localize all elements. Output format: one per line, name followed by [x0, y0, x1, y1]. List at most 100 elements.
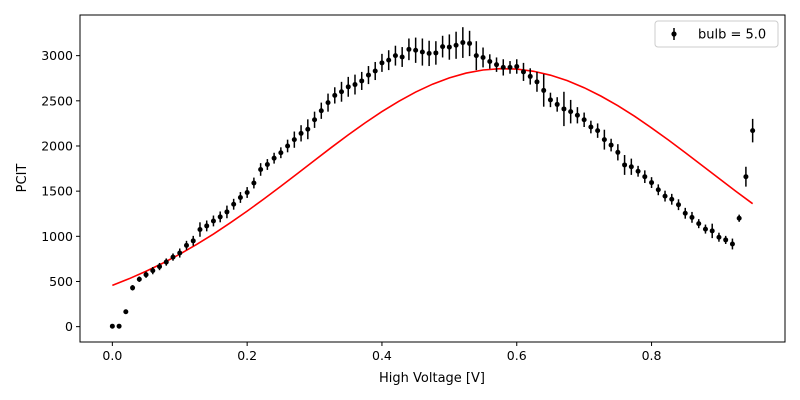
data-point — [588, 124, 594, 130]
data-point — [514, 63, 520, 69]
data-point — [285, 143, 291, 149]
data-point — [136, 276, 142, 282]
data-point — [352, 82, 358, 88]
y-tick-label: 0 — [65, 319, 73, 334]
data-point — [467, 40, 473, 46]
data-point — [318, 108, 324, 114]
data-point — [736, 215, 742, 221]
data-point — [561, 106, 567, 112]
data-point — [507, 64, 513, 70]
data-point — [494, 62, 500, 68]
data-point — [237, 194, 243, 200]
data-point — [392, 53, 398, 59]
x-axis-label: High Voltage [V] — [379, 371, 485, 386]
data-point — [413, 47, 419, 53]
data-point — [244, 190, 250, 196]
data-point — [231, 201, 237, 207]
data-point — [116, 323, 122, 329]
data-point — [325, 100, 331, 106]
data-point — [386, 57, 392, 63]
data-point — [399, 54, 405, 60]
data-point — [359, 78, 365, 84]
data-point — [608, 142, 614, 148]
data-point — [197, 227, 203, 233]
data-point — [204, 223, 210, 229]
data-point — [291, 137, 297, 143]
data-point — [520, 69, 526, 75]
data-point — [595, 128, 601, 134]
data-point — [568, 109, 574, 115]
data-point — [729, 241, 735, 247]
y-tick-label: 3000 — [41, 48, 73, 63]
data-point — [709, 228, 715, 234]
y-tick-label: 2000 — [41, 138, 73, 153]
data-point — [177, 250, 183, 256]
data-point — [312, 117, 318, 123]
x-tick-label: 0.8 — [642, 348, 662, 363]
y-tick-label: 1000 — [41, 229, 73, 244]
data-point — [743, 174, 749, 180]
data-point — [453, 42, 459, 48]
data-point — [446, 44, 452, 50]
data-point — [750, 128, 756, 134]
y-tick-label: 500 — [49, 274, 73, 289]
data-point — [109, 323, 115, 329]
data-point — [581, 117, 587, 123]
data-point — [224, 209, 230, 215]
x-tick-label: 0.6 — [507, 348, 527, 363]
data-point — [379, 60, 385, 66]
data-point — [217, 214, 223, 220]
data-point — [534, 79, 540, 85]
data-point — [372, 68, 378, 74]
data-point — [210, 218, 216, 224]
data-point — [487, 59, 493, 65]
data-point — [696, 221, 702, 227]
data-point — [601, 137, 607, 143]
data-point — [554, 101, 560, 107]
fit-curve-line — [112, 67, 754, 287]
data-point — [305, 126, 311, 132]
data-point — [271, 155, 277, 161]
data-point — [622, 162, 628, 168]
data-point — [278, 150, 284, 156]
data-point — [480, 54, 486, 60]
y-axis-label: PCIT — [15, 164, 30, 193]
legend: bulb = 5.0 — [654, 20, 779, 48]
data-point — [170, 254, 176, 260]
data-point — [365, 72, 371, 78]
legend-marker-icon — [671, 31, 677, 37]
data-point — [190, 238, 196, 244]
data-point — [150, 268, 156, 274]
x-tick-label: 0.4 — [372, 348, 392, 363]
data-point — [682, 210, 688, 216]
legend-frame — [654, 20, 779, 48]
data-point — [527, 73, 533, 79]
data-point — [655, 187, 661, 193]
data-point — [130, 285, 136, 291]
data-point — [123, 309, 129, 315]
data-point — [574, 112, 580, 118]
data-point — [635, 168, 641, 174]
legend-label: bulb = 5.0 — [698, 28, 766, 43]
data-point — [689, 214, 695, 220]
data-point — [332, 92, 338, 98]
data-point — [163, 259, 169, 265]
data-point — [143, 272, 149, 278]
y-axis-ticks: 0 500 1000 1500 2000 2500 3000 — [41, 48, 80, 334]
data-points-layer — [109, 27, 756, 329]
data-point — [628, 164, 634, 170]
y-tick-label: 2500 — [41, 93, 73, 108]
data-point — [440, 44, 446, 50]
data-point — [642, 174, 648, 180]
data-point — [183, 242, 189, 248]
data-point — [662, 193, 668, 199]
data-point — [541, 87, 547, 93]
data-point — [406, 46, 412, 52]
data-point — [702, 226, 708, 232]
plot-area — [79, 14, 786, 343]
x-tick-label: 0.2 — [237, 348, 257, 363]
data-point — [473, 53, 479, 59]
data-point — [157, 264, 163, 270]
data-point — [669, 196, 675, 202]
y-tick-label: 1500 — [41, 184, 73, 199]
